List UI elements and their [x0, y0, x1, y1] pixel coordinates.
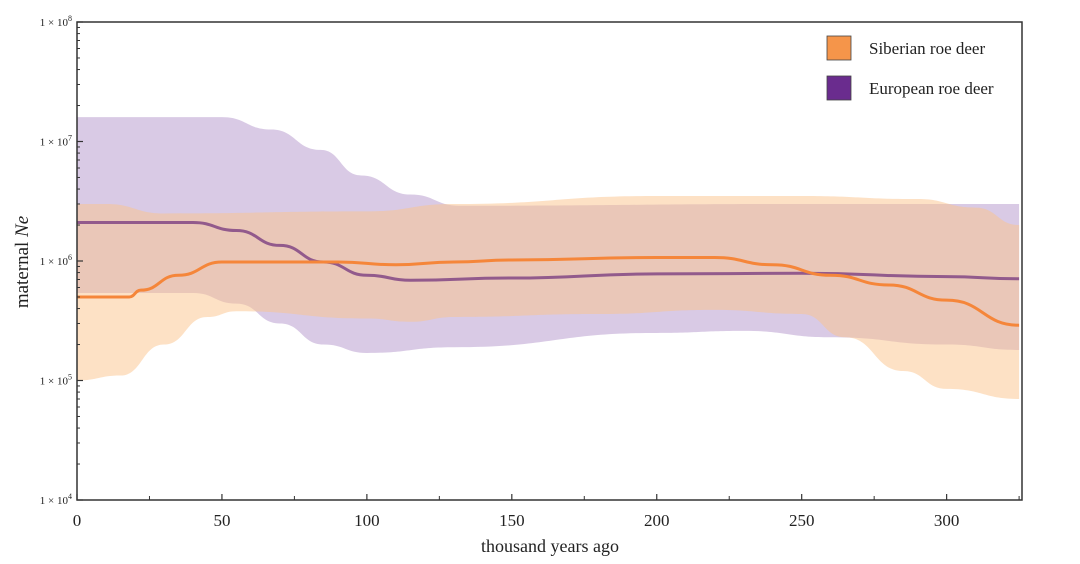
- median-line-european-roe-deer: [77, 220, 1020, 282]
- x-tick-label: 200: [644, 511, 670, 530]
- confidence-bands: [77, 117, 1020, 400]
- legend-swatch: [826, 75, 852, 101]
- legend-swatch: [826, 35, 852, 61]
- legend: Siberian roe deer European roe deer: [826, 35, 994, 101]
- median-line-siberian-roe-deer: [77, 255, 1020, 327]
- x-tick-label: 250: [789, 511, 815, 530]
- y-tick-label: 1 × 104: [40, 492, 72, 507]
- x-tick-label: 0: [73, 511, 82, 530]
- y-tick-label: 1 × 108: [40, 14, 72, 29]
- x-tick-label: 100: [354, 511, 380, 530]
- legend-label: Siberian roe deer: [869, 39, 985, 58]
- ci-band-siberian-roe-deer: [77, 195, 1020, 400]
- median-lines: [77, 220, 1020, 327]
- y-axis-label: maternal Ne: [12, 216, 33, 308]
- x-axis-label: thousand years ago: [481, 536, 619, 556]
- y-tick-label: 1 × 107: [40, 134, 72, 149]
- y-tick-label: 1 × 105: [40, 373, 72, 388]
- legend-label: European roe deer: [869, 79, 994, 98]
- y-tick-label: 1 × 106: [40, 253, 72, 268]
- x-tick-label: 50: [213, 511, 230, 530]
- x-tick-label: 150: [499, 511, 525, 530]
- axes: 0 50 100 150 200 250 300 1 × 104 1 × 105 1 × 106 1…: [40, 14, 1023, 530]
- x-tick-label: 300: [934, 511, 960, 530]
